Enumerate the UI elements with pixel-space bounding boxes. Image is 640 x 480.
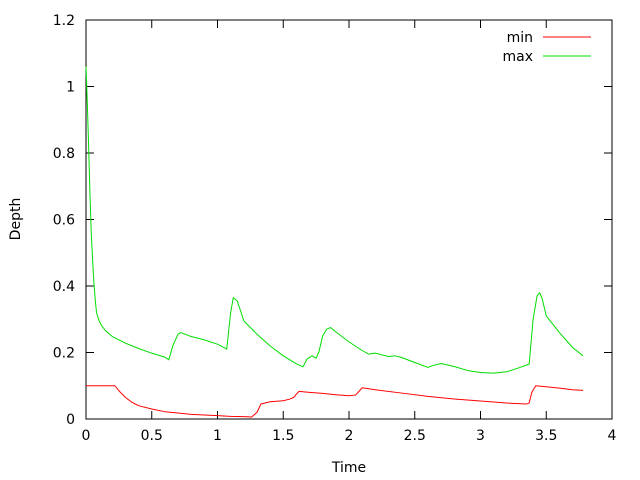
x-tick-label: 2 — [345, 428, 354, 444]
series-line-min — [86, 385, 584, 418]
y-tick-label: 1 — [66, 80, 75, 96]
legend-label-min: min — [507, 30, 533, 46]
x-tick-label: 4 — [608, 428, 617, 444]
y-tick-label: 0.4 — [53, 279, 75, 295]
y-tick-label: 0 — [66, 412, 75, 428]
x-tick-label: 2.5 — [404, 428, 426, 444]
x-tick-label: 1.5 — [272, 428, 294, 444]
x-tick-label: 0.5 — [141, 428, 163, 444]
x-axis-label: Time — [331, 460, 366, 476]
y-tick-label: 1.2 — [53, 13, 75, 29]
plot-frame — [85, 19, 613, 420]
x-tick-label: 1 — [213, 428, 222, 444]
y-tick-label: 0.6 — [53, 213, 75, 229]
y-tick-label: 0.8 — [53, 146, 75, 162]
series-line-max — [85, 66, 584, 374]
x-tick-label: 3.5 — [535, 428, 557, 444]
y-axis-label: Depth — [8, 198, 24, 241]
legend-label-max: max — [502, 49, 533, 65]
y-axis: 0 0.2 0.4 0.6 0.8 1 1.2 — [53, 13, 612, 428]
x-axis: 0 0.5 1 1.5 2 2.5 3 3.5 4 — [82, 20, 617, 444]
x-tick-label: 3 — [476, 428, 485, 444]
y-tick-label: 0.2 — [53, 346, 75, 362]
series-layer — [85, 66, 584, 418]
x-tick-label: 0 — [82, 428, 91, 444]
legend: min max — [502, 30, 591, 65]
